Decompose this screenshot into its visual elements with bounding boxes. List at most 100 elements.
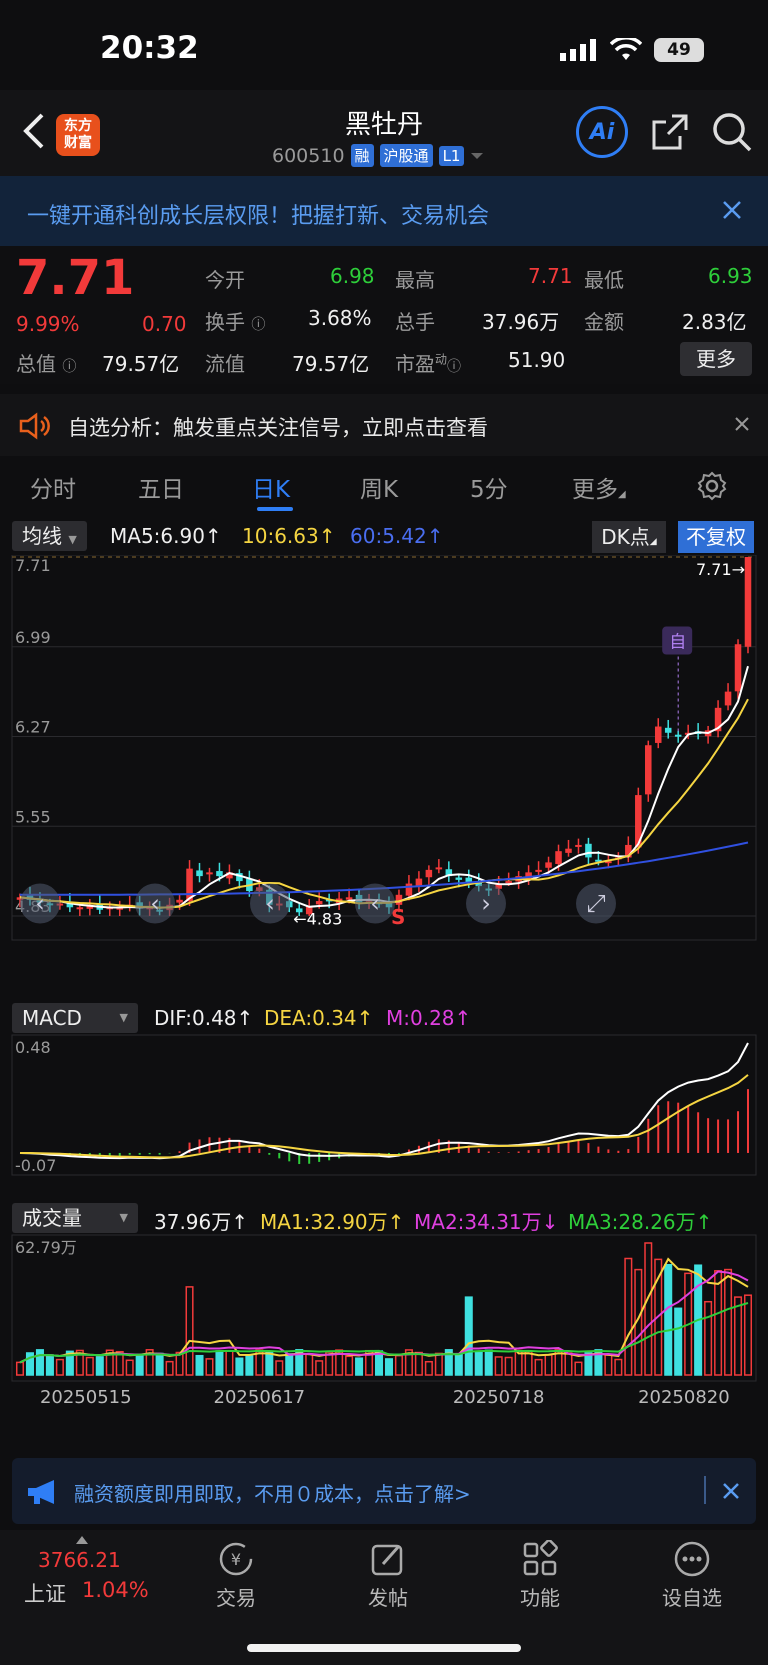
vol-ma3-value: MA3:28.26万↑ bbox=[568, 1210, 713, 1234]
stock-code: 600510 bbox=[272, 144, 345, 167]
candle-body bbox=[16, 897, 24, 900]
volume-bar bbox=[404, 1349, 413, 1376]
candle-body bbox=[315, 901, 323, 905]
volume-bar bbox=[624, 1257, 633, 1376]
vol-ma1-line bbox=[19, 1257, 749, 1364]
low-label: 最低 bbox=[584, 268, 624, 292]
close-icon[interactable] bbox=[722, 1482, 740, 1500]
candle-body bbox=[186, 868, 193, 902]
analysis-text: 自选分析：触发重点关注信号，立即点击查看 bbox=[68, 416, 488, 440]
volume-bar bbox=[444, 1349, 453, 1376]
volume-bar bbox=[295, 1349, 304, 1376]
volume-indicator-row: 成交量 ▼ 37.96万↑ MA1:32.90万↑ MA2:34.31万↓ MA… bbox=[0, 1200, 768, 1236]
sell-mark-label: S bbox=[391, 905, 405, 929]
adjust-button[interactable]: 不复权 bbox=[678, 521, 754, 553]
expand-icon bbox=[576, 883, 616, 924]
ai-button[interactable]: Ai bbox=[576, 106, 628, 158]
turnover-value: 3.68% bbox=[308, 306, 372, 330]
signal-icon bbox=[560, 39, 596, 61]
tab-daily-k[interactable]: 日K bbox=[252, 477, 291, 503]
nav-add-watchlist[interactable]: 设自选 bbox=[632, 1540, 752, 1611]
volume-bar bbox=[674, 1307, 683, 1376]
info-icon: ⓘ bbox=[62, 359, 77, 375]
date-tick-label: 20250718 bbox=[453, 1387, 545, 1408]
expand-icon-glyph: ⤢ bbox=[586, 890, 605, 918]
gear-icon[interactable] bbox=[696, 470, 728, 502]
close-icon[interactable] bbox=[722, 200, 742, 220]
candle-body bbox=[545, 862, 552, 868]
volume-bar bbox=[175, 1351, 184, 1376]
margin-promo[interactable]: 融资额度即用即取，不用０成本，点击了解> bbox=[12, 1458, 756, 1524]
chevron-left-icon-glyph: ‹ bbox=[35, 890, 45, 918]
volume-bar bbox=[75, 1349, 84, 1376]
tab-5min[interactable]: 5分 bbox=[470, 477, 508, 503]
search-icon[interactable] bbox=[710, 110, 754, 154]
ma5-line bbox=[19, 665, 749, 909]
candle-body bbox=[645, 745, 652, 795]
caret-up-icon bbox=[76, 1536, 88, 1544]
ma-select[interactable]: 均线 ▼ bbox=[12, 521, 87, 551]
divider bbox=[704, 1476, 706, 1504]
wifi-icon bbox=[610, 38, 642, 60]
promo-banner[interactable]: 一键开通科创成长层权限！把握打新、交易机会 bbox=[0, 176, 768, 246]
macd-select[interactable]: MACD ▼ bbox=[12, 1003, 138, 1033]
index-value[interactable]: 3766.21 bbox=[38, 1548, 121, 1572]
change-pct: 9.99% bbox=[16, 312, 80, 336]
nav-functions[interactable]: 功能 bbox=[480, 1540, 600, 1611]
candle-body bbox=[495, 883, 502, 889]
tab-weekly-k[interactable]: 周K bbox=[360, 477, 399, 503]
candle-body bbox=[465, 877, 473, 883]
volume-bar bbox=[544, 1354, 553, 1376]
mcap-value: 79.57亿 bbox=[102, 352, 180, 376]
dea-value: DEA:0.34↑ bbox=[264, 1006, 374, 1030]
nav-post[interactable]: 发帖 bbox=[328, 1540, 448, 1611]
share-icon[interactable] bbox=[650, 112, 690, 152]
nav-trade[interactable]: ¥ 交易 bbox=[176, 1540, 296, 1611]
candle-body bbox=[674, 734, 682, 737]
home-indicator bbox=[247, 1644, 521, 1652]
candle-body bbox=[535, 869, 542, 872]
close-icon[interactable] bbox=[734, 416, 750, 432]
chevron-left-icon bbox=[355, 883, 395, 924]
volume-bar bbox=[484, 1349, 493, 1376]
chevron-left-icon bbox=[250, 883, 290, 924]
volume-bar bbox=[664, 1263, 673, 1376]
volume-bar bbox=[345, 1355, 354, 1376]
volume-bar bbox=[65, 1350, 74, 1376]
volume-bar bbox=[494, 1356, 503, 1376]
index-change[interactable]: 1.04% bbox=[82, 1578, 149, 1602]
volume-select[interactable]: 成交量 ▼ bbox=[12, 1203, 138, 1233]
candle-body bbox=[455, 877, 463, 880]
stock-code-row[interactable]: 600510 融 沪股通 L1 bbox=[272, 144, 484, 167]
candle-body bbox=[66, 901, 74, 908]
candle-body bbox=[575, 844, 582, 847]
candle-body bbox=[664, 727, 672, 733]
pe-value: 51.90 bbox=[508, 348, 566, 372]
tab-more[interactable]: 更多◢ bbox=[572, 477, 626, 503]
volume-bar bbox=[604, 1354, 613, 1376]
back-icon[interactable] bbox=[22, 112, 46, 150]
volume-bar bbox=[654, 1258, 663, 1376]
index-name[interactable]: 上证 bbox=[24, 1582, 66, 1606]
vol-ma3-line bbox=[19, 1302, 749, 1364]
dk-point-button[interactable]: DK点◢ bbox=[592, 521, 666, 553]
tab-intraday[interactable]: 分时 bbox=[30, 477, 76, 503]
volume-top-label: 62.79万 bbox=[15, 1238, 77, 1257]
analysis-bar[interactable]: 自选分析：触发重点关注信号，立即点击查看 bbox=[0, 394, 768, 456]
volume-bar bbox=[384, 1358, 394, 1376]
pe-label: 市盈动ⓘ bbox=[395, 352, 462, 376]
more-button[interactable]: 更多 bbox=[680, 342, 752, 376]
volume-bar bbox=[245, 1355, 254, 1376]
macd-frame bbox=[11, 1034, 757, 1176]
volume-bar bbox=[704, 1300, 713, 1376]
candle-body bbox=[305, 906, 313, 915]
tab-five-day[interactable]: 五日 bbox=[138, 477, 184, 503]
m-value: M:0.28↑ bbox=[386, 1006, 472, 1030]
tag-connect: 沪股通 bbox=[379, 144, 433, 167]
vol-ma1-value: MA1:32.90万↑ bbox=[260, 1210, 405, 1234]
macd-indicator-row: MACD ▼ DIF:0.48↑ DEA:0.34↑ M:0.28↑ bbox=[0, 1000, 768, 1036]
status-time: 20:32 bbox=[100, 30, 199, 66]
volume-bar bbox=[414, 1351, 423, 1376]
